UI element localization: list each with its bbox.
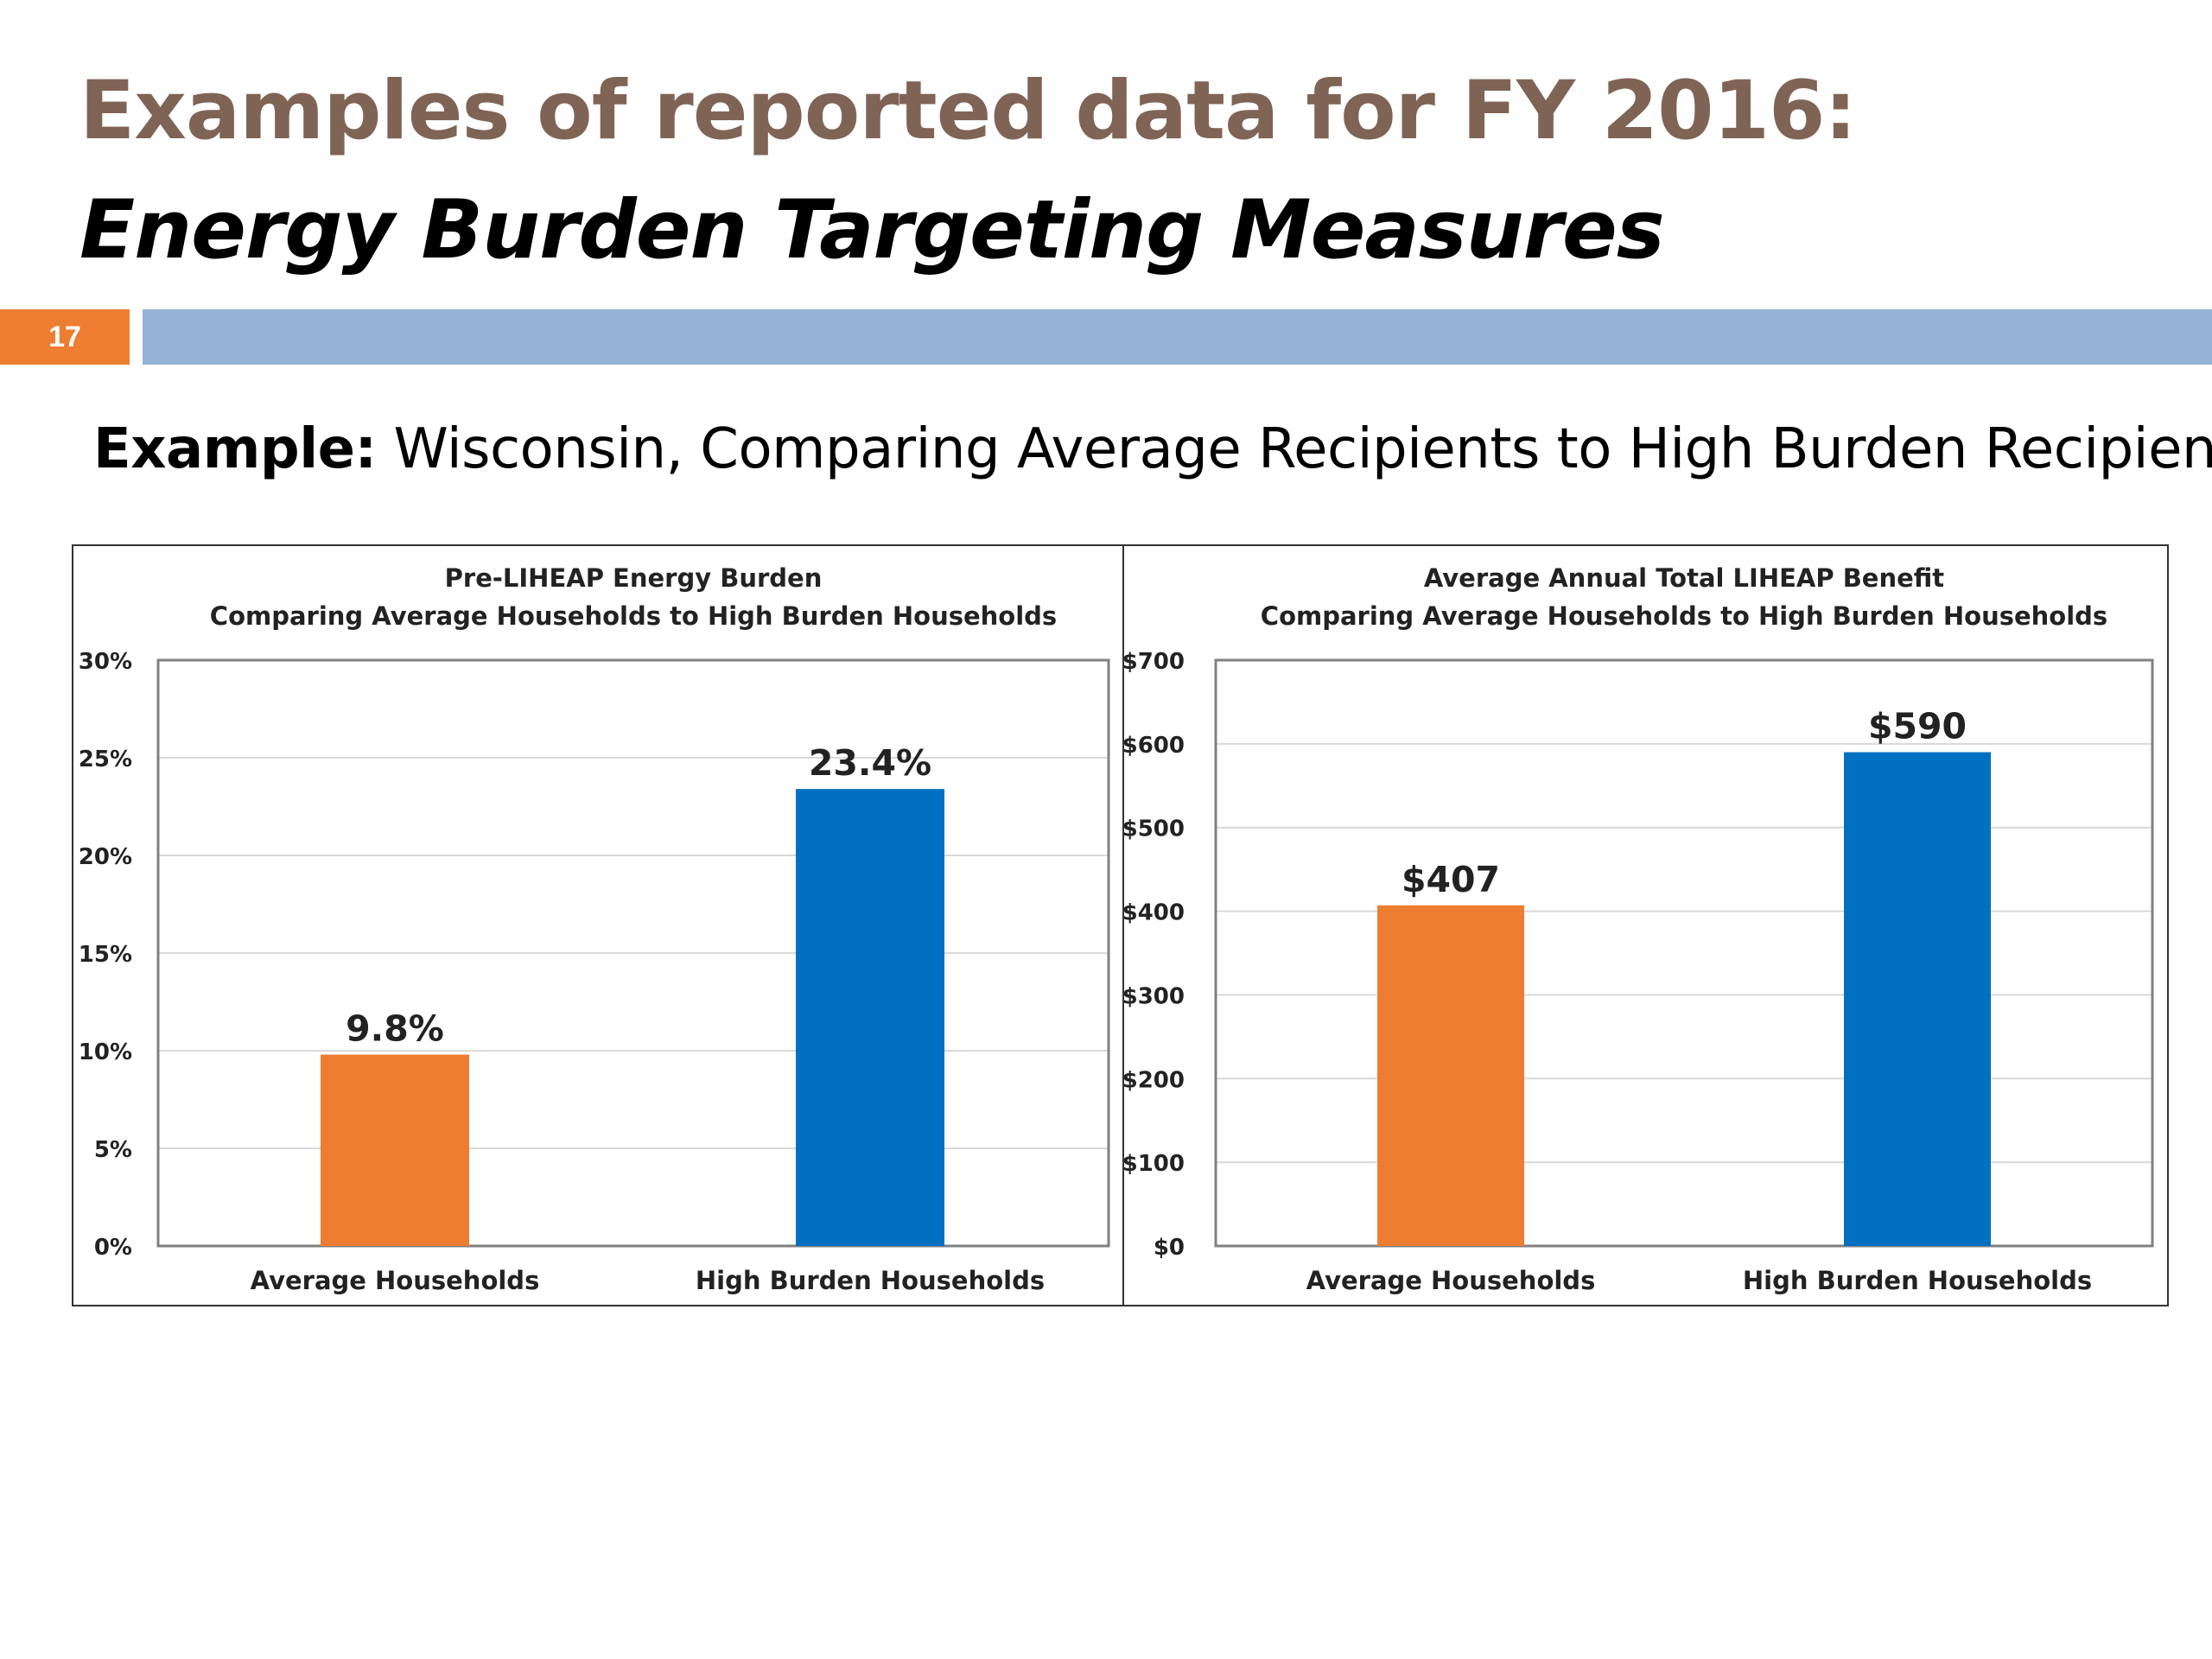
bar-average-households	[1377, 905, 1524, 1246]
example-label: Example:	[93, 417, 377, 481]
y-tick-label: 25%	[79, 747, 132, 772]
bar-average-households	[321, 1054, 469, 1246]
y-tick-label: 30%	[79, 649, 132, 675]
slide-subtitle: Energy Burden Targeting Measures	[79, 183, 1665, 277]
data-label: $407	[1402, 859, 1500, 900]
category-label: High Burden Households	[1743, 1266, 2092, 1295]
y-tick-label: 0%	[94, 1235, 132, 1261]
benefit-chart: Average Annual Total LIHEAP Benefit Compa…	[1122, 544, 2169, 1306]
plot-area	[156, 658, 1110, 1248]
category-label: Average Households	[251, 1266, 540, 1295]
plot-area	[1214, 658, 2154, 1248]
data-label: 9.8%	[346, 1008, 444, 1050]
y-tick-label: $100	[1124, 1151, 1185, 1177]
benefit-chart-svg: Average Annual Total LIHEAP Benefit Compa…	[1124, 563, 2154, 1295]
y-tick-label: $300	[1124, 983, 1185, 1009]
y-tick-label: 15%	[79, 942, 132, 968]
y-tick-label: 20%	[79, 844, 132, 870]
y-tick-label: $700	[1124, 649, 1185, 675]
energy-burden-chart-svg: Pre-LIHEAP Energy Burden Comparing Averag…	[79, 563, 1110, 1295]
y-tick-label: $500	[1124, 817, 1185, 842]
y-tick-label: $600	[1124, 733, 1185, 759]
y-tick-label: $400	[1124, 900, 1185, 926]
data-label: $590	[1868, 706, 1967, 747]
chart-subtitle: Comparing Average Households to High Bur…	[210, 601, 1057, 631]
example-text: Wisconsin, Comparing Average Recipients …	[376, 417, 2212, 481]
bar-high-burden-households	[1844, 752, 1991, 1246]
example-caption: Example: Wisconsin, Comparing Average Re…	[93, 422, 2212, 477]
y-tick-label: $200	[1124, 1067, 1185, 1093]
bar-high-burden-households	[796, 789, 944, 1246]
chart-title: Average Annual Total LIHEAP Benefit	[1424, 563, 1944, 593]
energy-burden-chart: Pre-LIHEAP Energy Burden Comparing Averag…	[72, 544, 1124, 1306]
data-label: 23.4%	[809, 742, 931, 784]
slide-number: 17	[0, 309, 130, 365]
slide-title: Examples of reported data for FY 2016:	[79, 64, 1857, 158]
accent-bar	[143, 309, 2212, 365]
category-label: Average Households	[1306, 1266, 1596, 1295]
chart-subtitle: Comparing Average Households to High Bur…	[1261, 601, 2107, 631]
y-tick-label: 10%	[79, 1039, 132, 1065]
y-tick-label: 5%	[94, 1137, 132, 1163]
y-tick-label: $0	[1154, 1235, 1185, 1261]
chart-title: Pre-LIHEAP Energy Burden	[445, 563, 823, 593]
category-label: High Burden Households	[696, 1266, 1045, 1295]
